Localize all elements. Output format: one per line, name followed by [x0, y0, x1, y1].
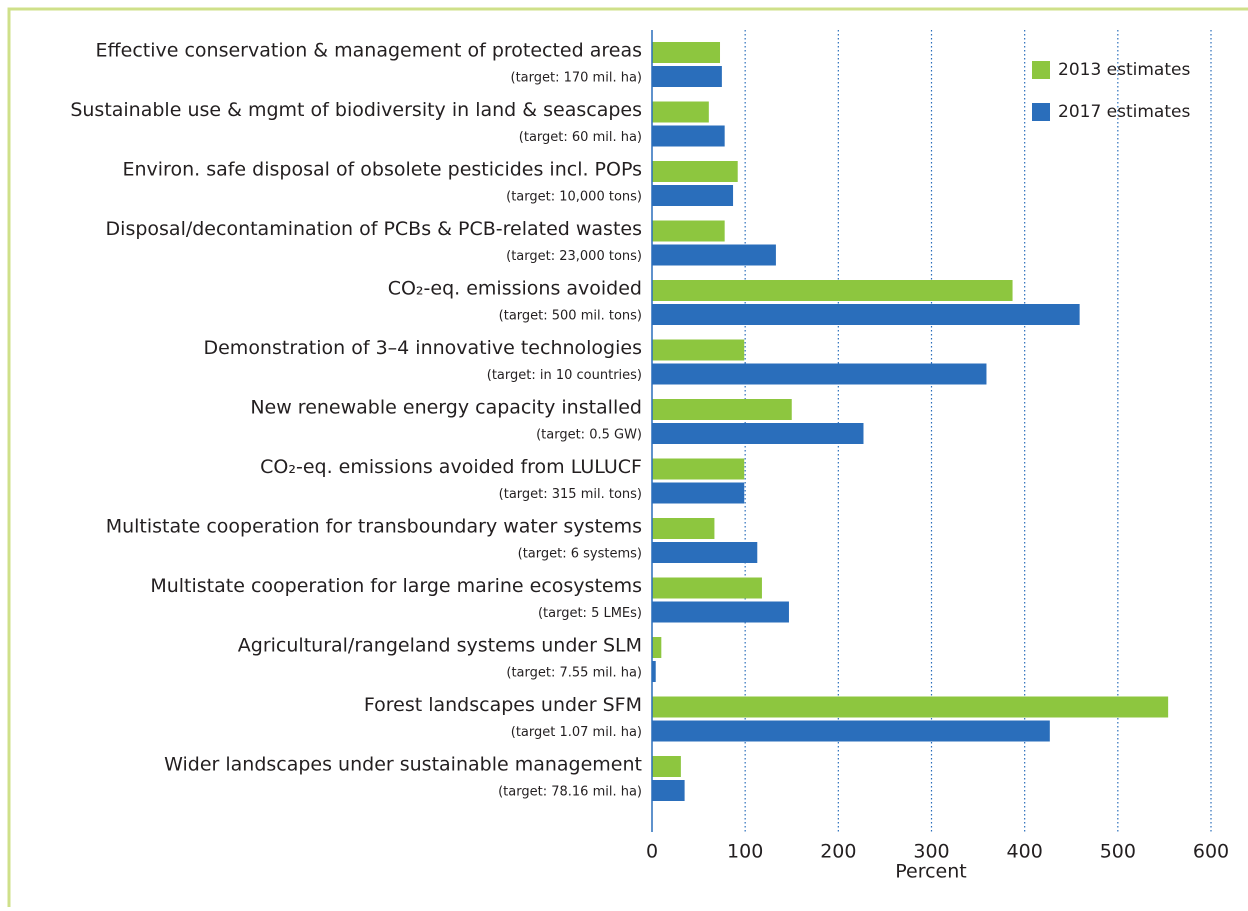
bar: [652, 661, 656, 682]
target-label: (target: 170 mil. ha): [511, 71, 643, 86]
category-label: Sustainable use & mgmt of biodiversity i…: [70, 99, 642, 121]
category-label: New renewable energy capacity installed: [250, 397, 642, 419]
x-tick-label: 500: [1100, 841, 1136, 863]
x-tick-label: 0: [646, 841, 658, 863]
category-label: Demonstration of 3–4 innovative technolo…: [203, 337, 642, 359]
target-label: (target: 23,000 tons): [506, 249, 642, 264]
category-label: Effective conservation & management of p…: [96, 40, 642, 62]
target-label: (target: 10,000 tons): [506, 190, 642, 205]
bar: [652, 542, 758, 563]
bar: [652, 423, 864, 444]
target-label: (target: in 10 countries): [487, 368, 642, 383]
bar: [652, 125, 725, 147]
bar: [652, 244, 776, 266]
target-label: (target: 500 mil. tons): [499, 309, 642, 324]
bar: [652, 518, 715, 539]
target-label: (target: 5 LMEs): [538, 606, 642, 621]
legend-swatch: [1032, 103, 1050, 121]
bar: [652, 720, 1050, 742]
bar: [652, 780, 685, 801]
legend-label: 2013 estimates: [1058, 60, 1190, 80]
target-label: (target: 60 mil. ha): [519, 130, 642, 145]
bar: [652, 696, 1169, 718]
category-label: Environ. safe disposal of obsolete pesti…: [122, 159, 642, 181]
bar: [652, 101, 709, 123]
target-label: (target 1.07 mil. ha): [511, 725, 642, 740]
bar: [652, 399, 792, 420]
bar: [652, 458, 745, 480]
bar: [652, 161, 738, 182]
x-tick-label: 100: [727, 841, 763, 863]
bar: [652, 577, 762, 599]
bar: [652, 280, 1013, 301]
x-axis-title: Percent: [895, 861, 967, 883]
x-tick-label: 300: [913, 841, 949, 863]
target-label: (target: 0.5 GW): [536, 428, 642, 443]
legend-label: 2017 estimates: [1058, 102, 1190, 122]
target-label: (target: 315 mil. tons): [499, 487, 642, 502]
x-tick-label: 600: [1193, 841, 1229, 863]
bar: [652, 756, 681, 777]
target-label: (target: 6 systems): [518, 547, 642, 562]
bar: [652, 601, 789, 623]
category-label: Multistate cooperation for transboundary…: [106, 516, 642, 538]
x-tick-label: 200: [820, 841, 856, 863]
category-label: Agricultural/rangeland systems under SLM: [238, 635, 642, 657]
category-label: Multistate cooperation for large marine …: [150, 575, 642, 597]
category-label: Disposal/decontamination of PCBs & PCB-r…: [106, 218, 642, 240]
bar: [652, 185, 734, 206]
bar: [652, 66, 722, 87]
bar: [652, 220, 725, 242]
category-label: CO₂-eq. emissions avoided from LULUCF: [260, 456, 642, 478]
legend-swatch: [1032, 61, 1050, 79]
frame: [7, 7, 1248, 907]
bar: [652, 42, 721, 63]
bar: [652, 363, 987, 385]
bar: [652, 304, 1080, 325]
bar: [652, 482, 745, 504]
category-label: Forest landscapes under SFM: [364, 694, 642, 716]
bar: [652, 339, 745, 361]
bar: [652, 637, 662, 658]
x-tick-label: 400: [1007, 841, 1043, 863]
target-label: (target: 78.16 mil. ha): [498, 785, 642, 800]
target-label: (target: 7.55 mil. ha): [506, 666, 642, 681]
category-label: Wider landscapes under sustainable manag…: [164, 754, 642, 776]
category-label: CO₂-eq. emissions avoided: [388, 278, 642, 300]
